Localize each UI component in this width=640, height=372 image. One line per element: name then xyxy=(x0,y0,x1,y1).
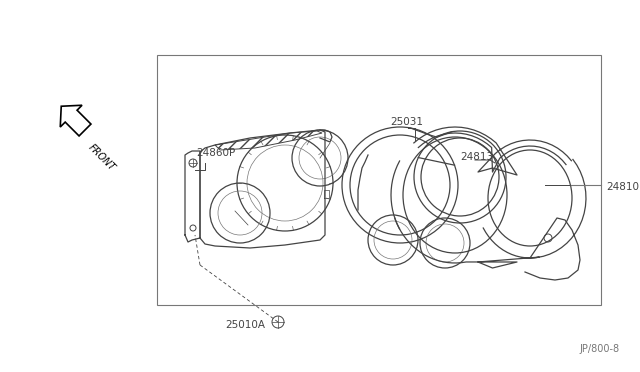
Text: 24810: 24810 xyxy=(606,182,639,192)
Text: 25010A: 25010A xyxy=(225,320,265,330)
Text: JP/800-8: JP/800-8 xyxy=(580,344,620,354)
Text: 24813: 24813 xyxy=(460,152,493,162)
Text: 24860P: 24860P xyxy=(196,148,236,158)
Text: 25031: 25031 xyxy=(390,117,423,127)
Bar xyxy=(157,55,601,305)
Text: FRONT: FRONT xyxy=(86,142,116,173)
Polygon shape xyxy=(60,105,91,136)
